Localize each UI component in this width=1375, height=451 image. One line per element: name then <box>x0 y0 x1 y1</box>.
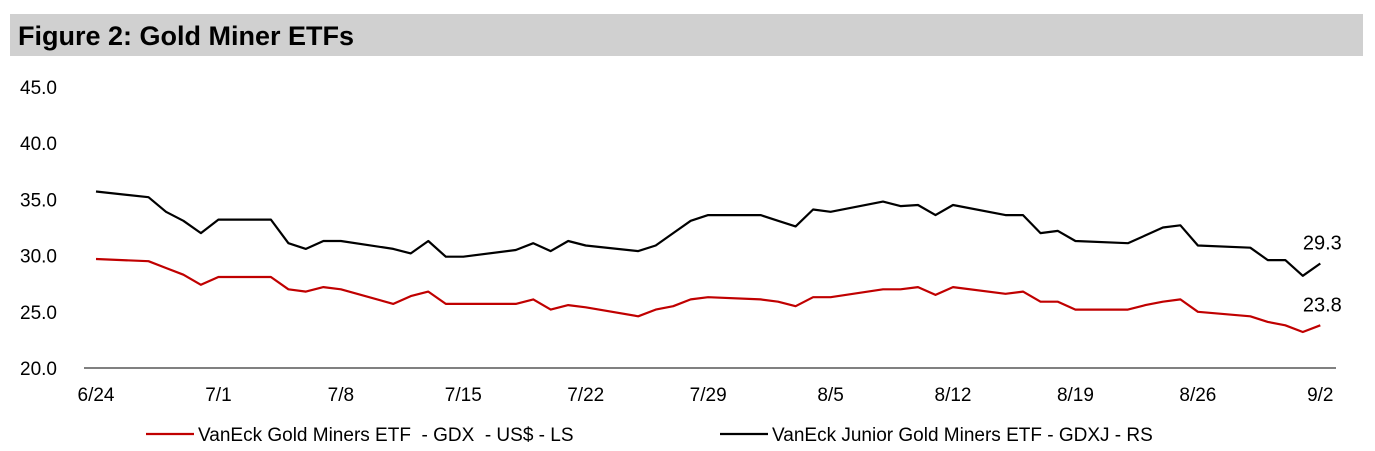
legend-label: VanEck Gold Miners ETF - GDX - US$ - LS <box>198 425 574 446</box>
series-line-gdxj <box>95 190 1321 277</box>
legend: VanEck Gold Miners ETF - GDX - US$ - LS V… <box>146 425 1153 446</box>
x-tick-label: 7/29 <box>690 385 727 406</box>
title-bar: Figure 2: Gold Miner ETFs <box>10 14 1363 56</box>
legend-label: VanEck Junior Gold Miners ETF - GDXJ - R… <box>772 425 1153 446</box>
series-lines <box>95 190 1321 334</box>
y-tick-label: 40.0 <box>20 134 57 155</box>
end-label-gdxj: 29.3 <box>1303 232 1342 254</box>
x-tick-label: 8/26 <box>1179 385 1216 406</box>
x-tick-label: 6/24 <box>78 385 115 406</box>
x-tick-label: 7/22 <box>567 385 604 406</box>
chart-title: Figure 2: Gold Miner ETFs <box>18 21 355 51</box>
y-tick-label: 30.0 <box>20 247 57 268</box>
y-tick-label: 45.0 <box>20 78 57 99</box>
x-tick-label: 8/12 <box>935 385 972 406</box>
x-tick-label: 9/2 <box>1307 385 1333 406</box>
end-labels: 23.8 29.3 <box>1303 232 1342 316</box>
y-tick-label: 25.0 <box>20 303 57 324</box>
y-tick-label: 20.0 <box>20 359 57 380</box>
x-tick-label: 7/1 <box>205 385 231 406</box>
series-line-gdx <box>95 257 1321 334</box>
y-tick-label: 35.0 <box>20 190 57 211</box>
y-axis-ticks: 20.0 25.0 30.0 35.0 40.0 45.0 <box>20 78 57 380</box>
x-axis-ticks: 6/24 7/1 7/8 7/15 7/22 7/29 8/5 8/12 8/19 8/26 9/2 <box>78 385 1334 406</box>
x-tick-label: 7/15 <box>445 385 482 406</box>
end-label-gdx: 23.8 <box>1303 294 1342 316</box>
x-tick-label: 7/8 <box>328 385 354 406</box>
x-tick-label: 8/19 <box>1057 385 1094 406</box>
x-tick-label: 8/5 <box>817 385 843 406</box>
